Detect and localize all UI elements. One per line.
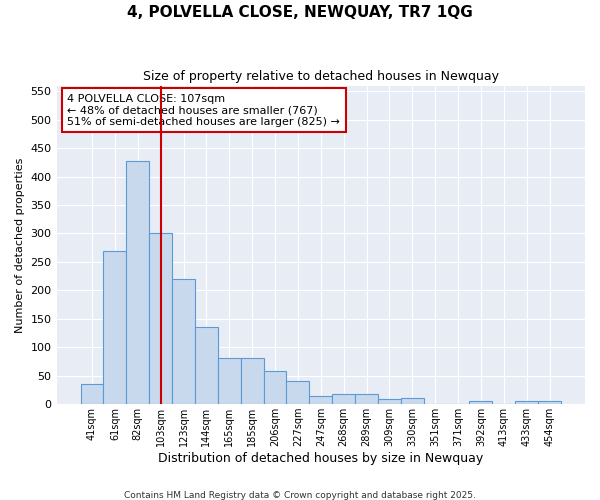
Bar: [127, 160, 149, 404]
Text: Contains HM Land Registry data © Crown copyright and database right 2025.: Contains HM Land Registry data © Crown c…: [124, 490, 476, 500]
Bar: [286, 382, 310, 404]
Title: Size of property relative to detached houses in Newquay: Size of property relative to detached ho…: [143, 70, 499, 83]
Bar: [355, 394, 378, 404]
Bar: [80, 384, 103, 404]
Bar: [195, 328, 218, 404]
Bar: [469, 402, 493, 404]
Bar: [218, 358, 241, 404]
Bar: [103, 250, 127, 404]
Bar: [401, 398, 424, 404]
Bar: [515, 402, 538, 404]
Text: 4 POLVELLA CLOSE: 107sqm
← 48% of detached houses are smaller (767)
51% of semi-: 4 POLVELLA CLOSE: 107sqm ← 48% of detach…: [67, 94, 340, 126]
Bar: [149, 234, 172, 404]
Bar: [538, 402, 561, 404]
Text: 4, POLVELLA CLOSE, NEWQUAY, TR7 1QG: 4, POLVELLA CLOSE, NEWQUAY, TR7 1QG: [127, 5, 473, 20]
Y-axis label: Number of detached properties: Number of detached properties: [15, 157, 25, 332]
X-axis label: Distribution of detached houses by size in Newquay: Distribution of detached houses by size …: [158, 452, 484, 465]
Bar: [241, 358, 263, 404]
Bar: [378, 399, 401, 404]
Bar: [263, 370, 286, 404]
Bar: [332, 394, 355, 404]
Bar: [310, 396, 332, 404]
Bar: [172, 279, 195, 404]
